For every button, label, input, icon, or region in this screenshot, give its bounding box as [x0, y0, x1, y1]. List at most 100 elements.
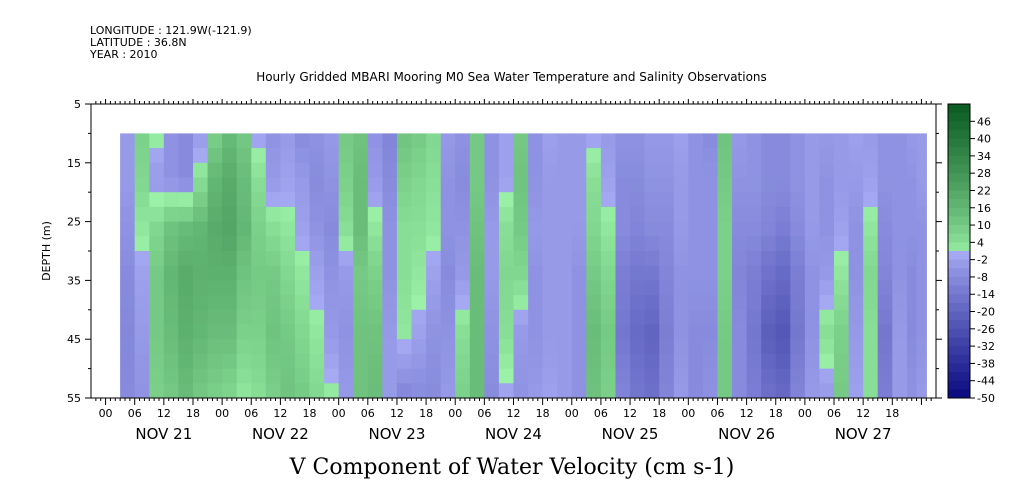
- colorbar-tick-label: 40: [977, 133, 991, 146]
- heatmap-cell: [163, 206, 179, 223]
- heatmap-cell: [673, 192, 689, 208]
- colorbar-tick-label: -50: [977, 392, 995, 405]
- heatmap-cell: [236, 236, 252, 252]
- heatmap-cell: [134, 162, 150, 179]
- heatmap-cell: [455, 353, 471, 370]
- heatmap-cell: [324, 324, 340, 340]
- heatmap-cell: [790, 177, 806, 193]
- heatmap-cell: [834, 177, 850, 193]
- heatmap-cell: [134, 133, 150, 149]
- heatmap-cell: [848, 133, 864, 149]
- heatmap-cell: [353, 383, 369, 398]
- heatmap-cell: [775, 383, 791, 398]
- heatmap-cell: [251, 280, 267, 296]
- heatmap-cell: [455, 221, 471, 237]
- heatmap-cell: [892, 206, 908, 223]
- heatmap-cell: [600, 206, 617, 223]
- heatmap-cell: [178, 265, 194, 281]
- heatmap-cell: [892, 251, 908, 267]
- heatmap-cell: [251, 324, 267, 340]
- heatmap-cell: [586, 383, 602, 398]
- x-hour-label: 06: [477, 407, 491, 420]
- heatmap-cell: [338, 383, 354, 398]
- heatmap-cell: [863, 368, 879, 384]
- heatmap-cell: [571, 148, 587, 164]
- heatmap-cell: [834, 265, 850, 281]
- heatmap-cell: [848, 251, 864, 267]
- heatmap-cell: [916, 148, 927, 164]
- heatmap-cell: [309, 133, 325, 149]
- heatmap-cell: [717, 295, 733, 311]
- heatmap-cell: [702, 162, 719, 179]
- heatmap-cell: [688, 339, 704, 355]
- heatmap-cell: [236, 192, 252, 208]
- heatmap-cell: [688, 295, 704, 311]
- heatmap-cell: [877, 221, 893, 237]
- heatmap-cell: [265, 339, 281, 355]
- heatmap-cell: [916, 339, 927, 355]
- heatmap-cell: [916, 236, 927, 252]
- heatmap-cell: [222, 192, 238, 208]
- heatmap-cell: [222, 133, 238, 149]
- x-hour-label: 06: [361, 407, 375, 420]
- heatmap-cell: [571, 295, 587, 311]
- heatmap-cell: [193, 265, 209, 281]
- heatmap-cell: [804, 265, 821, 281]
- heatmap-cell: [586, 295, 602, 311]
- heatmap-cell: [673, 353, 689, 370]
- heatmap-cell: [149, 383, 165, 398]
- heatmap-cell: [877, 383, 893, 398]
- heatmap-cell: [834, 251, 850, 267]
- heatmap-cell: [440, 177, 456, 193]
- heatmap-cell: [469, 324, 485, 340]
- heatmap-cell: [367, 383, 383, 398]
- heatmap-cell: [834, 280, 850, 296]
- x-hour-label: 00: [99, 407, 113, 420]
- heatmap-cell: [644, 309, 660, 326]
- heatmap-cell: [702, 339, 719, 355]
- colorbar-swatch: [948, 207, 970, 217]
- heatmap-cell: [440, 280, 456, 296]
- heatmap-cell: [193, 383, 209, 398]
- heatmap-cell: [717, 206, 733, 223]
- heatmap-cell: [207, 162, 223, 179]
- heatmap-cell: [440, 353, 456, 370]
- heatmap-cell: [804, 339, 821, 355]
- heatmap-cell: [819, 368, 835, 384]
- heatmap-cell: [732, 177, 748, 193]
- heatmap-cell: [440, 295, 456, 311]
- heatmap-cell: [557, 133, 573, 149]
- heatmap-cell: [236, 383, 252, 398]
- colorbar-tick-label: -8: [977, 271, 988, 284]
- heatmap-cell: [790, 383, 806, 398]
- colorbar-tick-label: -14: [977, 288, 995, 301]
- heatmap-cell: [382, 251, 398, 267]
- heatmap-cell: [236, 353, 252, 370]
- heatmap-cell: [207, 265, 223, 281]
- heatmap-cell: [848, 265, 864, 281]
- heatmap-cell: [295, 295, 311, 311]
- heatmap-cell: [367, 368, 383, 384]
- heatmap-cell: [659, 162, 675, 179]
- heatmap-cell: [396, 162, 413, 179]
- heatmap-cell: [717, 383, 733, 398]
- colorbar-tick-label: 22: [977, 184, 991, 197]
- heatmap-cell: [178, 295, 194, 311]
- heatmap-cell: [702, 206, 719, 223]
- heatmap-cell: [848, 236, 864, 252]
- heatmap-cell: [455, 192, 471, 208]
- heatmap-cell: [732, 280, 748, 296]
- heatmap-cell: [411, 309, 427, 326]
- heatmap-cell: [353, 280, 369, 296]
- heatmap-cell: [906, 339, 918, 355]
- heatmap-cell: [702, 353, 719, 370]
- heatmap-cell: [819, 265, 835, 281]
- colorbar-tick-label: 4: [977, 236, 984, 249]
- heatmap-cell: [586, 353, 602, 370]
- heatmap-cell: [600, 280, 617, 296]
- heatmap-cell: [163, 265, 179, 281]
- colorbar-tick-label: 46: [977, 115, 991, 128]
- heatmap-cell: [411, 192, 427, 208]
- heatmap-cell: [916, 162, 927, 179]
- heatmap-cell: [746, 368, 762, 384]
